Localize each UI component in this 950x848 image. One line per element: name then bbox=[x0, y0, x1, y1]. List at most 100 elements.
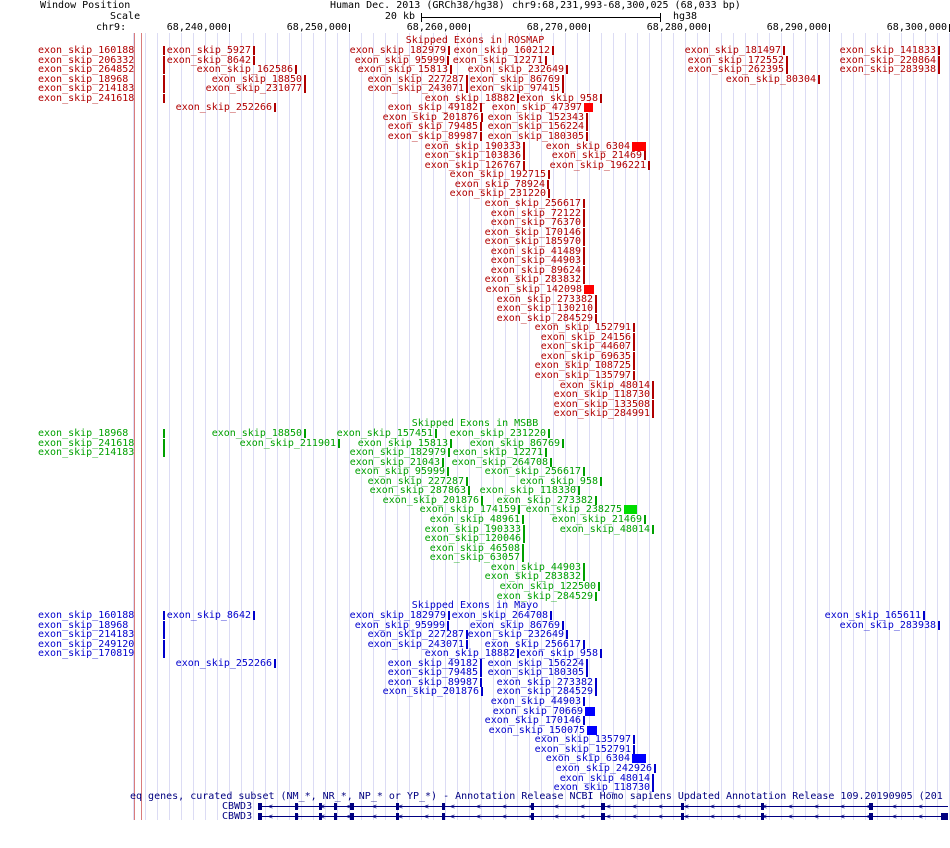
gene-exon[interactable] bbox=[601, 803, 605, 810]
feature-tick[interactable] bbox=[548, 189, 550, 198]
feature-label[interactable]: exon_skip_41489 bbox=[490, 246, 581, 257]
feature-tick[interactable] bbox=[562, 621, 564, 630]
feature-tick[interactable] bbox=[163, 649, 165, 658]
feature-label[interactable]: exon_skip_152791 bbox=[534, 322, 631, 333]
feature-tick[interactable] bbox=[586, 132, 588, 141]
feature-tick[interactable] bbox=[600, 649, 602, 658]
feature-tick[interactable] bbox=[583, 247, 585, 256]
feature-label[interactable]: exon_skip_44607 bbox=[540, 341, 631, 352]
gene-exon[interactable] bbox=[258, 813, 262, 820]
feature-label[interactable]: exon_skip_241618 bbox=[38, 93, 135, 104]
feature-label[interactable]: exon_skip_135797 bbox=[534, 734, 631, 745]
feature-tick[interactable] bbox=[523, 142, 525, 151]
feature-label[interactable]: exon_skip_95999 bbox=[354, 55, 445, 66]
feature-label[interactable]: exon_skip_21043 bbox=[349, 457, 440, 468]
feature-tick[interactable] bbox=[652, 525, 654, 534]
feature-tick[interactable] bbox=[633, 735, 635, 744]
feature-label[interactable]: exon_skip_165611 bbox=[824, 610, 921, 621]
feature-block[interactable] bbox=[584, 285, 594, 294]
feature-label[interactable]: exon_skip_48014 bbox=[559, 524, 650, 535]
feature-tick[interactable] bbox=[523, 534, 525, 543]
feature-tick[interactable] bbox=[562, 439, 564, 448]
feature-tick[interactable] bbox=[448, 611, 450, 620]
feature-tick[interactable] bbox=[652, 774, 654, 783]
feature-label[interactable]: exon_skip_95999 bbox=[354, 620, 445, 631]
feature-label[interactable]: exon_skip_256617 bbox=[484, 639, 581, 650]
feature-tick[interactable] bbox=[522, 515, 524, 524]
feature-tick[interactable] bbox=[818, 75, 820, 84]
feature-label[interactable]: exon_skip_249120 bbox=[38, 639, 135, 650]
feature-tick[interactable] bbox=[163, 640, 165, 649]
feature-label[interactable]: exon_skip_170146 bbox=[484, 227, 581, 238]
feature-block[interactable] bbox=[584, 103, 593, 112]
feature-tick[interactable] bbox=[274, 659, 276, 668]
feature-tick[interactable] bbox=[448, 46, 450, 55]
feature-label[interactable]: exon_skip_273382 bbox=[496, 677, 593, 688]
feature-tick[interactable] bbox=[786, 65, 788, 74]
feature-label[interactable]: exon_skip_170146 bbox=[484, 715, 581, 726]
feature-label[interactable]: exon_skip_264708 bbox=[451, 457, 548, 468]
feature-tick[interactable] bbox=[552, 46, 554, 55]
feature-label[interactable]: exon_skip_18882 bbox=[424, 648, 515, 659]
feature-tick[interactable] bbox=[517, 94, 519, 103]
feature-tick[interactable] bbox=[450, 65, 452, 74]
feature-label[interactable]: exon_skip_172552 bbox=[687, 55, 784, 66]
feature-tick[interactable] bbox=[595, 592, 597, 601]
feature-tick[interactable] bbox=[468, 486, 470, 495]
feature-label[interactable]: exon_skip_160188 bbox=[38, 45, 135, 56]
feature-tick[interactable] bbox=[654, 764, 656, 773]
feature-tick[interactable] bbox=[480, 678, 482, 687]
feature-label[interactable]: exon_skip_21469 bbox=[551, 514, 642, 525]
feature-tick[interactable] bbox=[548, 170, 550, 179]
feature-label[interactable]: exon_skip_231077 bbox=[205, 83, 302, 94]
feature-tick[interactable] bbox=[595, 687, 597, 696]
feature-label[interactable]: exon_skip_12271 bbox=[452, 55, 543, 66]
feature-tick[interactable] bbox=[583, 697, 585, 706]
gene-exon[interactable] bbox=[350, 813, 354, 820]
gene-exon[interactable] bbox=[396, 803, 399, 810]
feature-label[interactable]: exon_skip_190333 bbox=[424, 141, 521, 152]
feature-label[interactable]: exon_skip_86769 bbox=[469, 438, 560, 449]
feature-tick[interactable] bbox=[481, 113, 483, 122]
gene-exon[interactable] bbox=[531, 803, 534, 810]
feature-label[interactable]: exon_skip_283832 bbox=[484, 571, 581, 582]
feature-label[interactable]: exon_skip_118330 bbox=[479, 485, 576, 496]
track-title-mayo[interactable]: Skipped Exons in Mayo bbox=[411, 600, 539, 611]
feature-label[interactable]: exon_skip_201876 bbox=[382, 495, 479, 506]
feature-tick[interactable] bbox=[295, 65, 297, 74]
feature-tick[interactable] bbox=[442, 458, 444, 467]
feature-label[interactable]: exon_skip_135797 bbox=[534, 370, 631, 381]
feature-label[interactable]: exon_skip_18850 bbox=[211, 428, 302, 439]
feature-label[interactable]: exon_skip_80304 bbox=[725, 74, 816, 85]
feature-tick[interactable] bbox=[583, 563, 585, 572]
feature-label[interactable]: exon_skip_76370 bbox=[490, 217, 581, 228]
gene-exon[interactable] bbox=[869, 813, 873, 820]
feature-tick[interactable] bbox=[633, 745, 635, 754]
feature-label[interactable]: exon_skip_256617 bbox=[484, 198, 581, 209]
feature-label[interactable]: exon_skip_89987 bbox=[387, 131, 478, 142]
feature-tick[interactable] bbox=[652, 381, 654, 390]
feature-tick[interactable] bbox=[583, 256, 585, 265]
feature-tick[interactable] bbox=[648, 161, 650, 170]
feature-label[interactable]: exon_skip_273382 bbox=[496, 294, 593, 305]
gene-exon[interactable] bbox=[442, 813, 445, 820]
feature-tick[interactable] bbox=[652, 400, 654, 409]
feature-tick[interactable] bbox=[163, 46, 165, 55]
feature-label[interactable]: exon_skip_170819 bbox=[38, 648, 135, 659]
feature-tick[interactable] bbox=[481, 687, 483, 696]
feature-tick[interactable] bbox=[163, 448, 165, 457]
feature-tick[interactable] bbox=[583, 237, 585, 246]
feature-label[interactable]: exon_skip_958 bbox=[519, 476, 598, 487]
feature-label[interactable]: exon_skip_211901 bbox=[239, 438, 336, 449]
feature-label[interactable]: exon_skip_242926 bbox=[555, 763, 652, 774]
feature-tick[interactable] bbox=[600, 94, 602, 103]
feature-label[interactable]: exon_skip_227287 bbox=[367, 74, 464, 85]
feature-tick[interactable] bbox=[595, 304, 597, 313]
feature-tick[interactable] bbox=[304, 429, 306, 438]
feature-label[interactable]: exon_skip_958 bbox=[519, 648, 598, 659]
feature-tick[interactable] bbox=[562, 84, 564, 93]
feature-label[interactable]: exon_skip_231220 bbox=[449, 188, 546, 199]
feature-label[interactable]: exon_skip_196221 bbox=[549, 160, 646, 171]
feature-tick[interactable] bbox=[938, 46, 940, 55]
feature-tick[interactable] bbox=[550, 458, 552, 467]
